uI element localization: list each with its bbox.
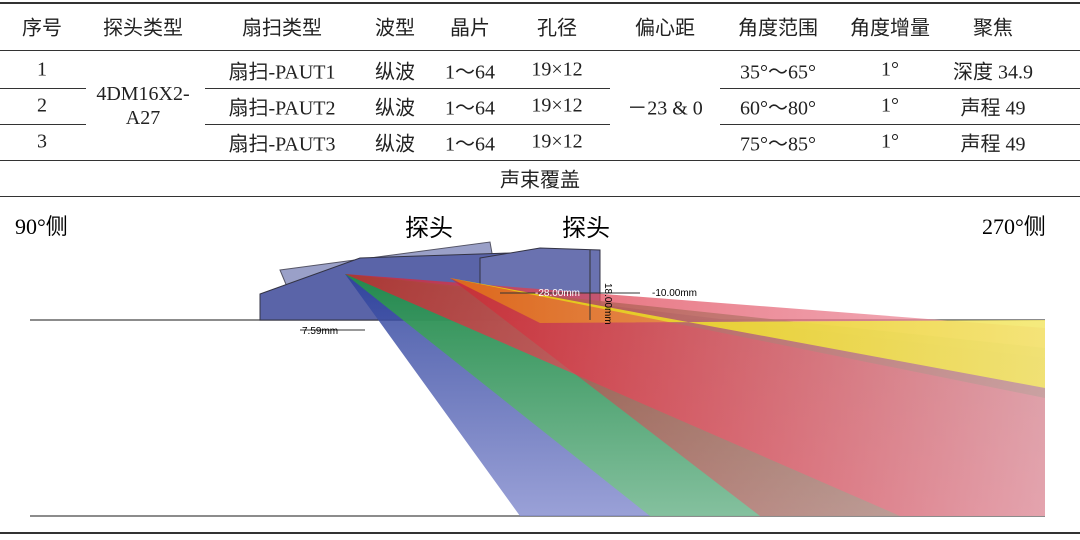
header-cell: 孔径 — [537, 17, 577, 40]
header-cell: 聚焦 — [973, 17, 1013, 40]
cell: 扇扫-PAUT1 — [228, 61, 336, 84]
cell: 2 — [37, 94, 47, 117]
side-label: 270°侧 — [982, 214, 1046, 239]
header-cell: 探头类型 — [103, 17, 183, 40]
dim-label: 18.00mm — [602, 283, 613, 325]
cell: 1～64 — [445, 97, 495, 120]
beam-figure: 18.00mm -28.00mm -10.00mm 7.59mm 90°侧 27… — [15, 214, 1046, 517]
header-cell: 角度增量 — [850, 17, 930, 40]
cell: 1 — [37, 58, 47, 81]
rule — [0, 124, 86, 125]
cell: 声程 49 — [960, 133, 1026, 156]
header-cell: 序号 — [22, 17, 62, 40]
dim-label: 7.59mm — [302, 326, 338, 337]
header-cell: 角度范围 — [738, 17, 818, 40]
cell: 声程 49 — [960, 97, 1026, 120]
cell: 1° — [881, 94, 899, 117]
rule — [0, 2, 1080, 4]
rule — [0, 160, 1080, 161]
rule — [0, 50, 1080, 51]
cell: 扇扫-PAUT3 — [228, 133, 336, 156]
beam-yellow — [450, 278, 1045, 388]
cell: 3 — [37, 130, 47, 153]
cell: 1° — [881, 58, 899, 81]
offset: －23 & 0 — [627, 97, 703, 120]
side-label: 90°侧 — [15, 214, 68, 239]
cell: 纵波 — [375, 61, 415, 84]
header-cell: 扇扫类型 — [242, 17, 322, 40]
rule — [720, 88, 1080, 89]
rule — [0, 532, 1080, 534]
cell: 19×12 — [531, 58, 583, 81]
cell: 19×12 — [531, 130, 583, 153]
rule — [0, 88, 86, 89]
cell: 深度 34.9 — [953, 61, 1033, 84]
rule — [205, 88, 610, 89]
coverage-title: 声束覆盖 — [500, 169, 580, 192]
probe-type: 4DM16X2-A27 — [96, 83, 190, 129]
header-cell: 偏心距 — [635, 17, 695, 40]
cell: 1～64 — [445, 61, 495, 84]
header-cell: 波型 — [375, 17, 415, 40]
cell: 1～64 — [445, 133, 495, 156]
dim-label: -28.00mm — [535, 288, 580, 299]
rule — [720, 124, 1080, 125]
cell: 纵波 — [375, 133, 415, 156]
cell: 35°～65° — [740, 61, 816, 84]
cell: 75°～85° — [740, 133, 816, 156]
cell: 19×12 — [531, 94, 583, 117]
cell: 纵波 — [375, 97, 415, 120]
probe-label: 探头 — [405, 215, 453, 242]
probe-label: 探头 — [562, 215, 610, 242]
cell: 1° — [881, 130, 899, 153]
cell: 60°～80° — [740, 97, 816, 120]
beam-red — [450, 278, 1045, 516]
cell: 扇扫-PAUT2 — [228, 97, 336, 120]
header-cell: 晶片 — [450, 17, 490, 40]
rule — [205, 124, 610, 125]
dim-label: -10.00mm — [652, 288, 697, 299]
rule — [0, 196, 1080, 197]
